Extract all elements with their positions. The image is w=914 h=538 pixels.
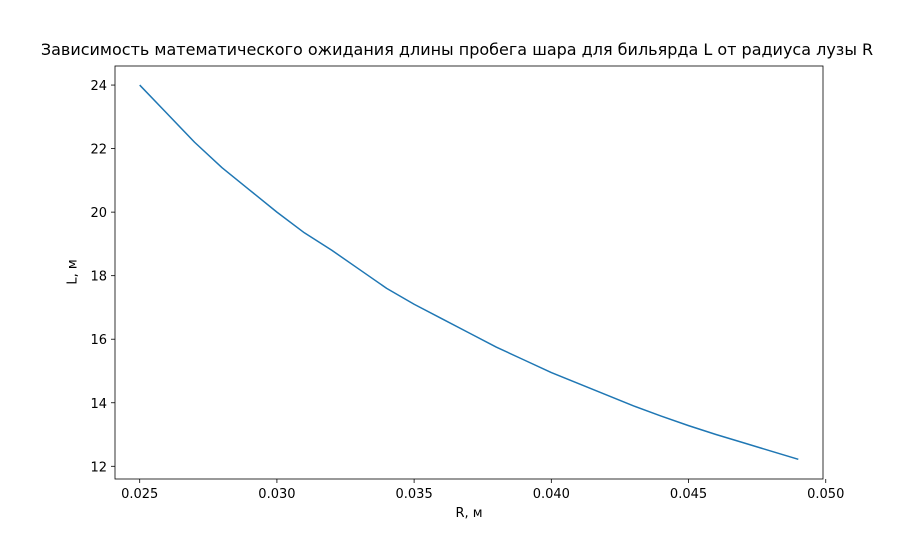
x-tick-label: 0.040 [533, 487, 570, 502]
y-tick-label: 12 [90, 460, 107, 475]
y-tick-label: 16 [90, 333, 107, 348]
y-tick-label: 24 [90, 79, 107, 94]
chart-title: Зависимость математического ожидания дли… [40, 40, 874, 59]
x-tick-label: 0.025 [121, 487, 158, 502]
series-line-0 [139, 84, 799, 461]
plot-frame [114, 65, 824, 480]
x-tick-label: 0.045 [670, 487, 707, 502]
x-tick-label: 0.030 [258, 487, 295, 502]
y-axis-label: L, м [65, 259, 81, 285]
y-tick-label: 18 [90, 270, 107, 285]
x-axis-label: R, м [455, 506, 483, 521]
y-tick-label: 14 [90, 397, 107, 412]
y-tick-label: 20 [90, 206, 107, 221]
y-tick-label: 22 [90, 143, 107, 158]
x-tick-label: 0.035 [396, 487, 433, 502]
x-tick-label: 0.050 [807, 487, 844, 502]
